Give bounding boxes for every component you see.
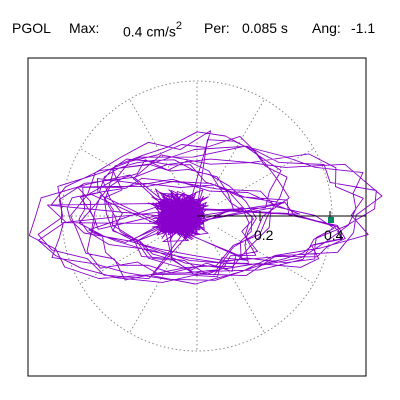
station-name: PGOL bbox=[12, 20, 51, 36]
radial-ticks: 0.2 0.4 bbox=[254, 211, 344, 243]
max-label: Max: bbox=[69, 20, 100, 36]
motion-trace bbox=[28, 130, 383, 285]
grid-spoke bbox=[79, 227, 177, 284]
ang-value: -1.1 bbox=[351, 20, 376, 36]
max-value-text: 0.4 cm/s bbox=[123, 23, 176, 40]
header: PGOL Max: 0.4 cm/s2 Per: 0.085 s Ang: -1… bbox=[0, 0, 400, 50]
radial-tick-label: 0.2 bbox=[254, 227, 274, 243]
grid-spoke bbox=[217, 227, 315, 284]
max-value-exponent: 2 bbox=[175, 20, 183, 32]
grid-spoke bbox=[217, 148, 315, 205]
grid-spoke bbox=[208, 236, 265, 334]
max-marker-group bbox=[328, 217, 334, 223]
per-value: 0.085 s bbox=[242, 20, 288, 36]
per-label: Per: bbox=[204, 20, 230, 36]
grid-spoke bbox=[129, 236, 186, 334]
ang-label: Ang: bbox=[312, 20, 341, 36]
grid-spoke bbox=[79, 148, 177, 205]
trace-line bbox=[28, 130, 383, 285]
max-value: 0.4 cm/s2 bbox=[123, 20, 182, 40]
max-amplitude-marker bbox=[328, 217, 334, 223]
radial-tick-label: 0.4 bbox=[324, 227, 344, 243]
grid-spoke bbox=[129, 98, 186, 196]
grid-spoke bbox=[208, 98, 265, 196]
plot-frame bbox=[27, 57, 367, 377]
